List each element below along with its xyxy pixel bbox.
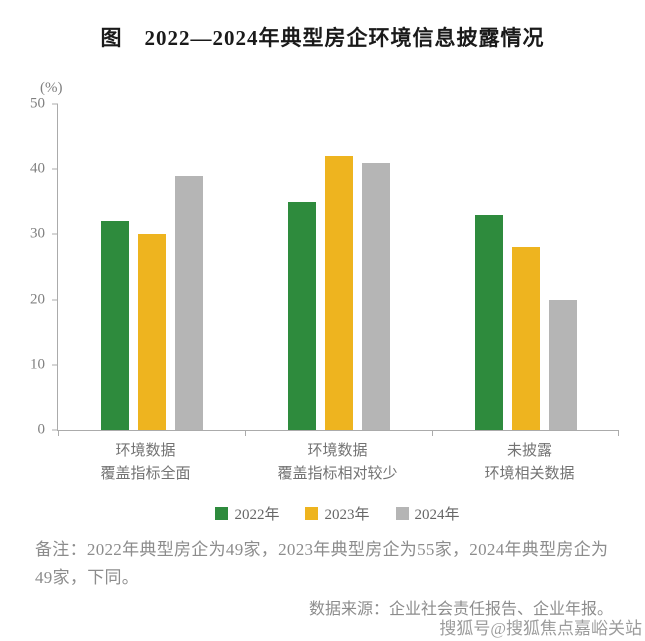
category-label-line: 覆盖指标相对较少 (277, 466, 398, 483)
x-tick-mark (618, 430, 619, 436)
bar-group-1 (100, 104, 203, 430)
legend: 2022年 2023年 2024年 (57, 503, 618, 524)
y-tick-mark (52, 103, 58, 105)
y-tick-label: 20 (30, 291, 45, 308)
bar-group-3 (474, 104, 577, 430)
category-label-1: 环境数据覆盖指标全面 (100, 440, 190, 487)
legend-label: 2023年 (324, 507, 370, 523)
y-tick-0: 0 (25, 422, 58, 439)
category-label-line: 环境数据 (307, 443, 368, 459)
legend-swatch (395, 507, 409, 520)
y-tick-50: 50 (25, 96, 58, 113)
plot-area: 0 10 20 30 40 50 (30, 96, 619, 438)
legend-label: 2022年 (234, 507, 280, 523)
bar-series2-cat3 (511, 247, 540, 430)
bar-series1-cat1 (100, 221, 129, 430)
legend-item-1: 2022年 (215, 503, 279, 524)
x-axis-ticks (58, 104, 619, 436)
legend-swatch (215, 507, 229, 520)
y-axis-unit-label: (%) (40, 80, 63, 96)
bar-series1-cat2 (287, 201, 316, 430)
bar-series1-cat3 (474, 214, 503, 430)
y-tick-label: 30 (30, 225, 45, 242)
y-axis: 0 10 20 30 40 50 (30, 96, 619, 438)
legend-item-2: 2023年 (305, 503, 370, 524)
category-label-2: 环境数据覆盖指标相对较少 (277, 440, 397, 487)
x-tick-mark (244, 430, 246, 436)
y-tick-label: 50 (30, 95, 45, 112)
category-labels: 环境数据 覆盖指标全面 环境数据 覆盖指标相对较少 未披露 环境相关数据 (57, 440, 618, 487)
category-label-3: 未披露 环境相关数据 (484, 440, 574, 487)
y-tick-mark (52, 299, 58, 301)
bar-series3-cat3 (548, 299, 577, 430)
bar-series3-cat2 (361, 162, 390, 430)
bar-series3-cat1 (174, 175, 203, 430)
category-label-line: 环境数据 (115, 443, 176, 459)
y-tick-10: 10 (25, 356, 58, 373)
source-text: 数据来源：企业社会责任报告、企业年报。 (308, 601, 613, 618)
legend-swatch (305, 507, 319, 520)
category-label-line: 覆盖指标全面 (100, 466, 191, 483)
bar-groups (58, 104, 619, 430)
chart-title: 图 2022—2024年典型房企环境信息披露情况 (100, 26, 545, 50)
bar-series2-cat2 (324, 156, 353, 430)
category-label-line: 未披露 (506, 443, 552, 459)
category-label-line: 环境相关数据 (484, 466, 575, 483)
x-tick-mark (431, 430, 433, 436)
y-tick-label: 0 (37, 421, 46, 438)
legend-item-3: 2024年 (395, 503, 460, 524)
y-tick-mark (52, 429, 58, 431)
y-tick-mark (52, 364, 58, 366)
y-tick-mark (52, 168, 58, 170)
y-tick-label: 10 (30, 356, 45, 373)
y-tick-label: 40 (30, 160, 45, 177)
y-tick-40: 40 (25, 161, 58, 178)
y-tick-30: 30 (25, 226, 58, 243)
y-tick-20: 20 (25, 291, 58, 308)
y-tick-mark (52, 233, 58, 235)
x-tick-mark (58, 430, 59, 436)
bar-series2-cat1 (137, 234, 166, 430)
bar-group-2 (287, 104, 390, 430)
watermark: 搜狐号@搜狐焦点嘉峪关站 (439, 619, 642, 638)
legend-label: 2024年 (414, 507, 460, 523)
note-text: 备注：2022年典型房企为49家，2023年典型房企为55家，2024年典型房企… (35, 540, 609, 588)
